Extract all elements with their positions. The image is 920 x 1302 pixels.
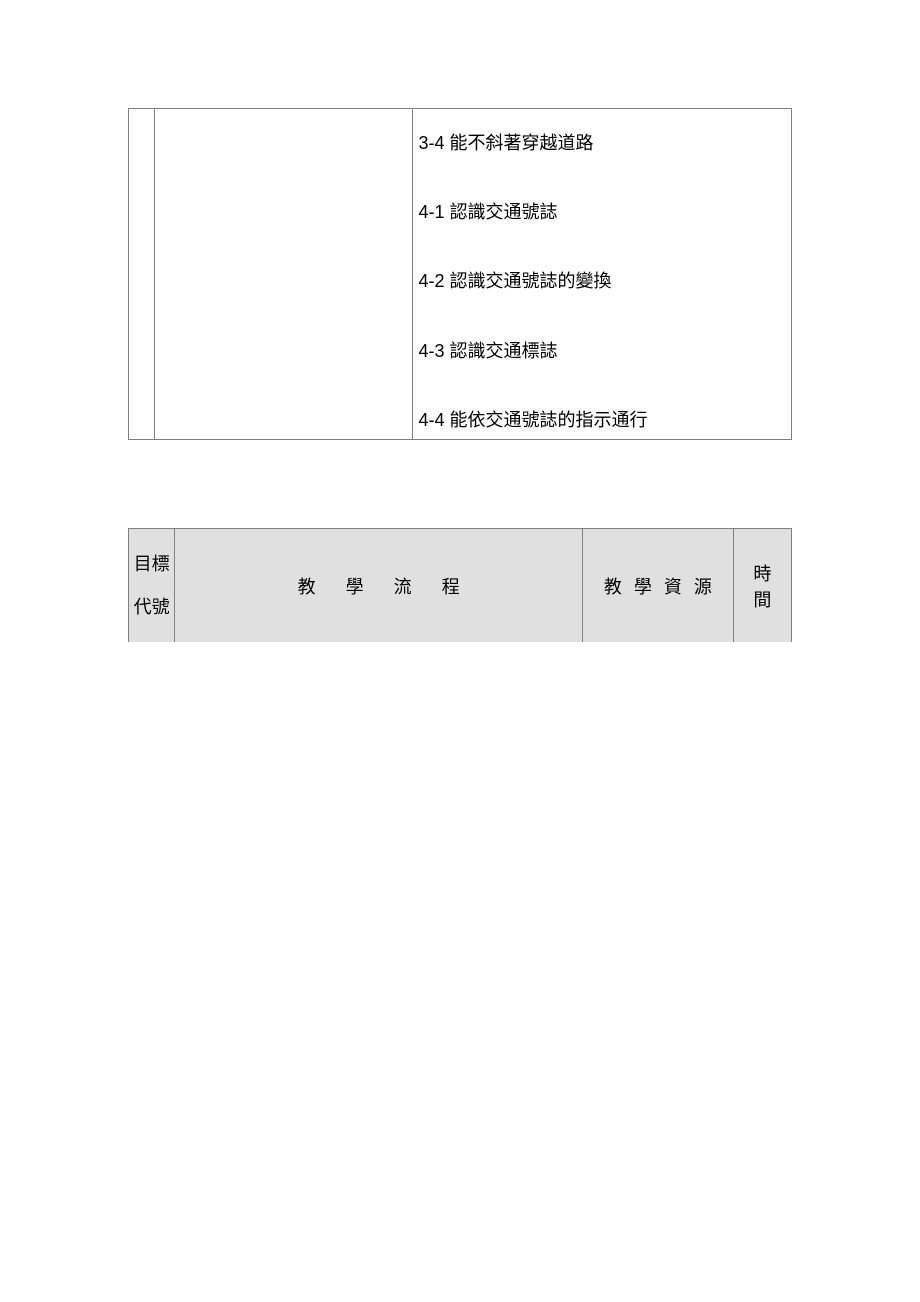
header-resources: 教學資源: [583, 528, 734, 642]
header-target-code: 目標 代號: [129, 528, 175, 642]
table1-col2: [154, 109, 412, 440]
header-process: 教學流程: [175, 528, 583, 642]
header-line1: 目標: [131, 543, 172, 586]
page-container: 3-4 能不斜著穿越道路 4-1 認識交通號誌 4-2 認識交通號誌的變換 4-…: [0, 0, 920, 642]
objective-item: 4-3 認識交通標誌: [419, 317, 785, 386]
table1-col1: [129, 109, 155, 440]
header-line2: 代號: [131, 586, 172, 629]
header-time: 時間: [733, 528, 791, 642]
objective-item: 4-4 能依交通號誌的指示通行: [419, 386, 785, 439]
objective-item: 3-4 能不斜著穿越道路: [419, 109, 785, 178]
objectives-table: 3-4 能不斜著穿越道路 4-1 認識交通號誌 4-2 認識交通號誌的變換 4-…: [128, 108, 792, 440]
objective-item: 4-2 認識交通號誌的變換: [419, 247, 785, 316]
objective-item: 4-1 認識交通號誌: [419, 178, 785, 247]
table1-col3: 3-4 能不斜著穿越道路 4-1 認識交通號誌 4-2 認識交通號誌的變換 4-…: [412, 109, 791, 440]
process-table: 目標 代號 教學流程 教學資源 時間: [128, 528, 792, 643]
